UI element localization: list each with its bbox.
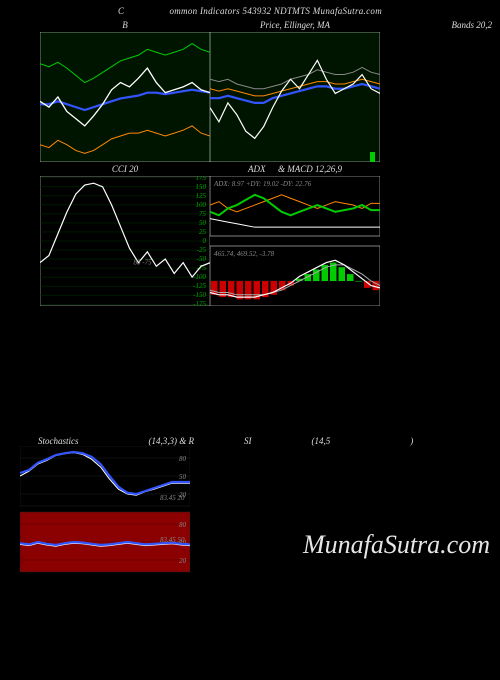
stoch-title-left: Stochastics (38, 436, 79, 446)
stoch-title-si: SI (244, 436, 252, 446)
svg-text:25: 25 (199, 228, 207, 236)
svg-text:50: 50 (179, 473, 187, 481)
svg-text:80: 80 (179, 521, 187, 529)
cci-title: CCI 20 (40, 162, 210, 176)
svg-text:100: 100 (196, 201, 207, 209)
svg-text:150: 150 (196, 183, 207, 191)
adx-macd-chart: ADX: 8.97 +DY: 19.02 -DY: 22.76 465.74, 4… (210, 176, 380, 306)
svg-text:-175: -175 (193, 300, 206, 306)
svg-text:ADX: 8.97 +DY: 19.02 -DY: 22.7: ADX: 8.97 +DY: 19.02 -DY: 22.76 (213, 180, 312, 188)
svg-text:20: 20 (179, 557, 187, 565)
svg-text:88 -75: 88 -75 (134, 258, 153, 266)
stoch-title-close: ) (410, 436, 413, 446)
svg-text:125: 125 (196, 192, 207, 200)
stoch-title-mid: (14,3,3) & R (149, 436, 195, 446)
adx-macd-title: ADX & MACD 12,26,9 (210, 162, 380, 176)
svg-text:83.45 20: 83.45 20 (160, 494, 185, 502)
bb-title: B (40, 18, 210, 32)
header-mid: ommon Indicators 543932 NDTMTS MunafaSut… (169, 6, 382, 16)
svg-text:80: 80 (179, 455, 187, 463)
svg-text:-125: -125 (193, 282, 206, 290)
svg-text:-50: -50 (197, 255, 207, 263)
cci-chart: 1751501251007550250-25-50-75-100-125-150… (40, 176, 210, 306)
bb-chart (40, 32, 210, 162)
stoch-chart: 80502083.45 2080502083.45 50 (20, 446, 190, 576)
price-ma-title: Price, Ellinger, MA (210, 18, 380, 32)
svg-text:175: 175 (196, 176, 207, 182)
header-left: C (118, 6, 124, 16)
bb-title-right: Bands 20,2 (380, 18, 500, 32)
svg-text:-25: -25 (197, 246, 207, 254)
svg-text:75: 75 (199, 210, 207, 218)
svg-text:-150: -150 (193, 291, 206, 299)
svg-text:50: 50 (199, 219, 207, 227)
svg-text:0: 0 (203, 237, 207, 245)
price-ma-chart (210, 32, 380, 162)
svg-text:465.74, 469.52, -3.78: 465.74, 469.52, -3.78 (214, 250, 275, 258)
stoch-title-right: (14,5 (312, 436, 331, 446)
svg-text:83.45 50: 83.45 50 (160, 536, 185, 544)
